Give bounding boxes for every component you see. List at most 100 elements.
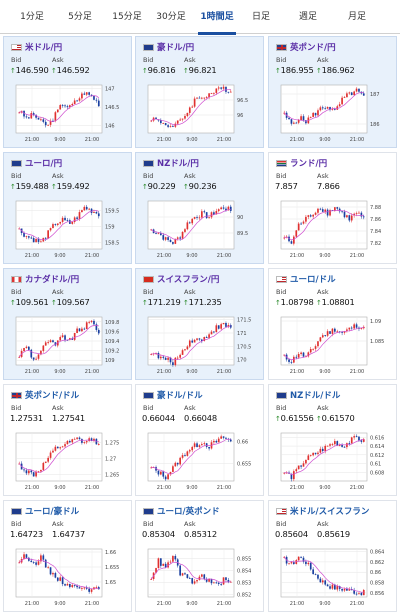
rate-card[interactable]: 英ポンド/円 Bid Ask ↑186.955 ↑186.962 187 186 21:00 9… [268, 36, 397, 148]
candle-body [30, 349, 33, 358]
mini-chart[interactable]: 96.5 96 21:00 9:00 21:00 [142, 81, 259, 145]
rate-card[interactable]: 米ドル/円 Bid Ask ↑146.590 ↑146.592 147 146.5 146 21… [3, 36, 132, 148]
pair-title[interactable]: ユーロ/豪ドル [11, 505, 79, 517]
candle-body [174, 555, 177, 560]
pair-title[interactable]: 英ポンド/円 [276, 41, 336, 53]
tab-6[interactable]: 週足 [298, 12, 317, 22]
x-tick-label: 21:00 [157, 369, 171, 375]
candle-body [343, 446, 346, 448]
pair-title[interactable]: NZドル/ドル [276, 389, 340, 401]
candle-body [326, 584, 329, 587]
pair-title[interactable]: スイスフラン/円 [143, 273, 219, 285]
mini-chart[interactable]: 109.8 109.6 109.4 109.2 109 21:00 9:00 21:00 [10, 313, 127, 377]
y-tick-label: 0.608 [370, 470, 384, 476]
mini-chart[interactable]: 159.5 159 158.5 21:00 9:00 21:00 [10, 197, 127, 261]
rate-card[interactable]: 米ドル/スイスフラン Bid Ask 0.85604 0.85619 0.864 0.862… [268, 500, 397, 612]
candle-body [188, 222, 191, 224]
tab-5[interactable]: 日足 [251, 12, 270, 22]
mini-chart[interactable]: 1.275 1.27 1.265 21:00 9:00 21:00 [10, 429, 127, 493]
rate-card[interactable]: ユーロ/英ポンド Bid Ask 0.85304 0.85312 0.855 0.854 0.… [135, 500, 264, 612]
pair-title[interactable]: 米ドル/スイスフラン [276, 505, 369, 517]
candle-body [47, 567, 49, 569]
candle-body [350, 589, 353, 591]
x-tick-label: 21:00 [290, 253, 304, 259]
candle-body [88, 321, 90, 323]
candle-body [295, 230, 298, 237]
chart-frame [147, 200, 235, 250]
rate-card[interactable]: ランド/円 Bid Ask 7.857 7.866 7.88 7.86 7.84 7.82 21:… [268, 152, 397, 264]
rate-card[interactable]: NZドル/ドル Bid Ask ↑0.61556 ↑0.61570 0.616 0.614 0… [268, 384, 397, 496]
chart-frame [147, 548, 235, 598]
tab-1[interactable]: 5分足 [68, 12, 92, 22]
mini-chart[interactable]: 1.66 1.655 1.65 21:00 9:00 21:00 [10, 545, 127, 609]
candle-body [61, 335, 64, 338]
y-tick-label: 109 [105, 358, 115, 364]
bid-value: 7.857 [275, 181, 298, 191]
candle-body [290, 562, 293, 564]
rate-card[interactable]: ユーロ/ドル Bid Ask ↑1.08798 ↑1.08801 1.09 1.085 21:… [268, 268, 397, 380]
candle-body [321, 448, 324, 451]
pair-title[interactable]: NZドル/円 [143, 157, 199, 169]
tab-2[interactable]: 15分足 [112, 12, 142, 22]
y-tick-label: 0.854 [237, 569, 251, 575]
mini-chart[interactable]: 0.855 0.854 0.853 0.852 21:00 9:00 21:00 [142, 545, 259, 609]
rate-card[interactable]: ユーロ/円 Bid Ask ↑159.488 ↑159.492 159.5 159 158.5… [3, 152, 132, 264]
x-tick-label: 9:00 [186, 601, 197, 607]
mini-chart[interactable]: 7.88 7.86 7.84 7.82 21:00 9:00 21:00 [275, 197, 392, 261]
candle-body [295, 122, 298, 124]
rate-card[interactable]: スイスフラン/円 Bid Ask ↑171.219 ↑171.235 171.5 171 17… [135, 268, 264, 380]
candle-body [362, 216, 365, 218]
y-tick-label: 96 [237, 113, 243, 119]
pair-title[interactable]: カナダドル/円 [11, 273, 79, 285]
candle-body [47, 230, 49, 239]
pair-title[interactable]: ランド/円 [276, 157, 327, 169]
candle-body [71, 585, 74, 588]
rate-card[interactable]: 豪ドル/ドル Bid Ask 0.66044 0.66048 0.66 0.655 21:00… [135, 384, 264, 496]
mini-chart[interactable]: 1.09 1.085 21:00 9:00 21:00 [275, 313, 392, 377]
x-tick-label: 9:00 [319, 369, 330, 375]
y-tick-label: 1.66 [105, 550, 116, 556]
chart-frame [15, 200, 103, 250]
y-tick-label: 0.86 [370, 570, 381, 576]
rate-card[interactable]: 豪ドル/円 Bid Ask ↑96.816 ↑96.821 96.5 96 21:00 9:00… [135, 36, 264, 148]
bid-value: 186.955 [280, 65, 314, 75]
pair-title[interactable]: ユーロ/英ポンド [143, 505, 220, 517]
pair-title[interactable]: 豪ドル/円 [143, 41, 194, 53]
rate-card[interactable]: カナダドル/円 Bid Ask ↑109.561 ↑109.567 109.8 109.6 1… [3, 268, 132, 380]
tab-7[interactable]: 月足 [347, 12, 366, 22]
pair-title[interactable]: ユーロ/円 [11, 157, 62, 169]
tab-3[interactable]: 30分足 [156, 12, 186, 22]
rate-card[interactable]: 英ポンド/ドル Bid Ask 1.27531 1.27541 1.275 1.27 1.26… [3, 384, 132, 496]
candle-body [42, 119, 45, 122]
candle-body [329, 331, 331, 334]
tab-0[interactable]: 1分足 [20, 12, 44, 22]
mini-chart[interactable]: 171.5 171 170.5 170 21:00 9:00 21:00 [142, 313, 259, 377]
rate-card[interactable]: NZドル/円 Bid Ask ↑90.229 ↑90.236 90 89.5 21:00 9:0… [135, 152, 264, 264]
ask-value: 0.66048 [184, 413, 217, 423]
pair-title[interactable]: 豪ドル/ドル [143, 389, 203, 401]
x-tick-label: 21:00 [157, 601, 171, 607]
candle-body [360, 212, 363, 217]
candle-body [73, 438, 76, 440]
candle-body [285, 472, 288, 474]
candle-body [350, 215, 353, 221]
mini-chart[interactable]: 147 146.5 146 21:00 9:00 21:00 [10, 81, 127, 145]
pair-title[interactable]: 英ポンド/ドル [11, 389, 79, 401]
ask-price: ↑0.61570 [316, 413, 355, 423]
mini-chart[interactable]: 0.864 0.862 0.86 0.858 0.856 21:00 9:00 21:00 [275, 545, 392, 609]
rate-card[interactable]: ユーロ/豪ドル Bid Ask 1.64723 1.64737 1.66 1.655 1.65… [3, 500, 132, 612]
mini-chart[interactable]: 0.66 0.655 21:00 9:00 21:00 [142, 429, 259, 493]
candle-body [174, 462, 177, 467]
pair-title[interactable]: ユーロ/ドル [276, 273, 336, 285]
ask-label: Ask [52, 56, 64, 64]
candle-body [312, 112, 314, 117]
candle-body [290, 241, 293, 244]
candle-body [329, 586, 331, 589]
candle-body [52, 120, 54, 122]
mini-chart[interactable]: 90 89.5 21:00 9:00 21:00 [142, 197, 259, 261]
tab-4[interactable]: 1時間足 [194, 0, 240, 35]
pair-title[interactable]: 米ドル/円 [11, 41, 62, 53]
mini-chart[interactable]: 187 186 21:00 9:00 21:00 [275, 81, 392, 145]
moving-average-line [284, 210, 364, 241]
mini-chart[interactable]: 0.616 0.614 0.612 0.61 0.608 21:00 9:00 21:00 [275, 429, 392, 493]
